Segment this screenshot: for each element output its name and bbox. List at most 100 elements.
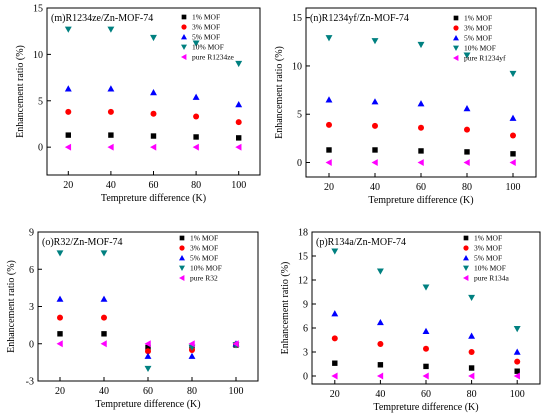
- series-triangle-left: [64, 143, 242, 151]
- data-point: [145, 348, 151, 355]
- x-tick-label: 60: [416, 182, 426, 193]
- legend-marker: [453, 55, 459, 61]
- data-point: [510, 132, 516, 139]
- data-point: [331, 248, 339, 255]
- data-point: [150, 143, 157, 151]
- data-point: [100, 340, 107, 348]
- data-point: [468, 332, 476, 339]
- y-tick-label: 9: [29, 228, 34, 239]
- legend-marker: [181, 14, 187, 20]
- legend-marker: [453, 15, 459, 21]
- data-point: [325, 35, 333, 42]
- data-point: [463, 52, 471, 59]
- data-point: [150, 133, 157, 139]
- series-square: [65, 132, 242, 141]
- y-tick-label: 5: [297, 110, 302, 121]
- data-point: [192, 143, 199, 151]
- data-point: [422, 372, 429, 380]
- legend-marker: [463, 255, 469, 261]
- data-point: [464, 149, 470, 155]
- x-axis-label: Tempreture difference (K): [95, 399, 200, 410]
- data-point: [107, 108, 114, 115]
- series-triangle-down: [325, 35, 517, 78]
- legend-label: 3% MOF: [190, 244, 218, 253]
- data-point: [463, 159, 470, 166]
- panel-p-chart: 20 40 60 80 100 0 3 6 9 12 15 18 Tempreture differen…: [280, 228, 541, 413]
- legend-label: 10% MOF: [190, 264, 222, 273]
- series-triangle-up: [325, 96, 517, 121]
- data-point: [144, 365, 152, 373]
- legend-label: 10% MOF: [464, 44, 496, 53]
- data-point: [422, 327, 430, 334]
- panel-o-chart: 20 40 60 80 100 -3 0 3 6 9 Tempreture difference (…: [6, 228, 259, 410]
- series-triangle-up: [64, 85, 243, 108]
- legend-marker: [453, 45, 459, 51]
- series-square: [332, 360, 520, 374]
- data-point: [193, 134, 199, 140]
- data-point: [510, 151, 516, 157]
- legend-marker: [179, 275, 185, 281]
- x-tick-label: 60: [143, 386, 153, 397]
- y-tick-label: 15: [298, 252, 308, 263]
- data-point: [463, 104, 471, 112]
- data-point: [468, 372, 475, 380]
- legend-label: 10% MOF: [192, 43, 224, 52]
- y-axis-label: Enhancement ratio (%): [280, 262, 291, 355]
- legend-label: 1% MOF: [190, 234, 218, 243]
- data-point: [65, 132, 71, 138]
- y-tick-label: 0: [303, 372, 308, 383]
- x-tick-label: 40: [106, 180, 116, 191]
- data-point: [235, 143, 242, 151]
- data-point: [331, 335, 338, 342]
- data-point: [513, 348, 521, 355]
- series-square: [326, 147, 516, 157]
- data-point: [107, 85, 115, 92]
- legend-label: 1% MOF: [474, 234, 502, 243]
- legend-label: 10% MOF: [474, 264, 506, 273]
- legend-label: 1% MOF: [192, 13, 220, 22]
- data-point: [331, 372, 338, 380]
- data-point: [64, 85, 72, 92]
- x-tick-label: 100: [231, 180, 246, 191]
- y-tick-label: 9: [303, 300, 308, 311]
- data-point: [418, 148, 424, 154]
- legend-label: 3% MOF: [192, 23, 220, 32]
- legend-label: pure R32: [190, 274, 218, 283]
- legend-marker: [179, 265, 185, 271]
- y-tick-label: 15: [292, 13, 302, 24]
- data-point: [417, 41, 425, 49]
- data-point: [100, 250, 108, 257]
- data-point: [418, 124, 424, 131]
- data-point: [371, 98, 379, 105]
- data-point: [56, 250, 64, 257]
- data-point: [193, 113, 200, 120]
- legend-label: pure R134a: [474, 274, 509, 283]
- y-tick-label: 0: [297, 158, 302, 169]
- data-point: [468, 365, 475, 371]
- data-point: [331, 310, 339, 317]
- x-tick-label: 80: [467, 389, 477, 400]
- x-tick-label: 20: [63, 180, 73, 191]
- series-triangle-left: [331, 372, 520, 380]
- series-triangle-left: [325, 159, 516, 166]
- panel-p-title: (p)R134a/Zn-MOF-74: [316, 237, 406, 248]
- panel-o-title: (o)R32/Zn-MOF-74: [42, 237, 123, 248]
- panel-n-chart: 20 40 60 80 100 0 5 10 15 Tempreture difference (…: [274, 7, 537, 206]
- x-tick-label: 40: [99, 386, 109, 397]
- data-point: [188, 340, 195, 348]
- x-tick-label: 20: [330, 389, 340, 400]
- legend-label: 1% MOF: [464, 14, 492, 23]
- data-point: [422, 284, 430, 291]
- legend-marker: [181, 34, 187, 40]
- legend-marker: [453, 35, 459, 41]
- legend-marker: [181, 44, 187, 50]
- data-point: [376, 372, 384, 380]
- y-tick-label: 0: [29, 339, 34, 350]
- y-axis-label: Enhancement ratio (%): [274, 46, 285, 139]
- x-tick-label: 80: [462, 182, 472, 193]
- data-point: [232, 340, 239, 348]
- x-tick-label: 20: [55, 386, 65, 397]
- y-axis-label: Enhancement ratio (%): [6, 260, 17, 353]
